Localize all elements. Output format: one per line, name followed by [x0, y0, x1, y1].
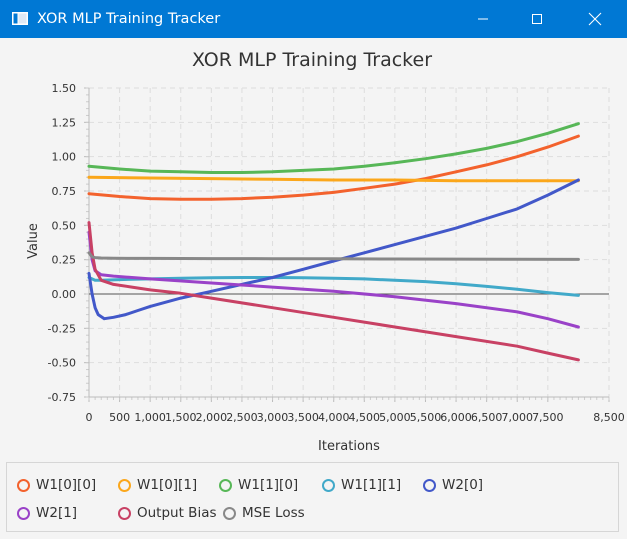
series-line-0 [87, 134, 580, 201]
y-tick-label: -0.25 [48, 322, 76, 335]
x-tick-label: 8,500 [593, 411, 625, 424]
y-tick-label: -0.50 [48, 357, 76, 370]
x-tick-label: 7,500 [532, 411, 564, 424]
y-tick-label: 0.00 [52, 288, 77, 301]
y-axis-label: Value [26, 223, 41, 259]
x-tick-label: 4,000 [318, 411, 350, 424]
series-layer [87, 122, 580, 362]
legend-swatch-icon [223, 506, 236, 520]
x-tick-label: 6,000 [440, 411, 472, 424]
y-tick-label: -0.75 [48, 391, 76, 404]
minimize-icon [478, 18, 488, 20]
legend-item-w1-1-0[interactable]: W1[1][0] [219, 475, 298, 495]
legend-item-w2-1[interactable]: W2[1] [17, 503, 77, 523]
window-title: XOR MLP Training Tracker [37, 11, 221, 27]
y-tick-label: 0.25 [52, 254, 77, 267]
legend-swatch-icon [322, 478, 335, 492]
legend-label: MSE Loss [242, 505, 305, 521]
title-bar[interactable]: XOR MLP Training Tracker [0, 0, 627, 38]
series-line-3 [87, 276, 580, 297]
y-tick-label: 0.75 [52, 185, 77, 198]
close-icon [588, 12, 602, 26]
x-tick-label: 2,000 [196, 411, 228, 424]
legend-item-w2-0[interactable]: W2[0] [423, 475, 483, 495]
maximize-icon [532, 14, 542, 24]
series-line-6 [87, 221, 580, 362]
chart-legend: W1[0][0] W1[0][1] W1[1][0] W1[1][1] W2[0… [6, 462, 619, 532]
x-tick-label: 7,000 [501, 411, 533, 424]
legend-label: W1[1][1] [341, 477, 402, 493]
legend-item-w1-0-1[interactable]: W1[0][1] [118, 475, 197, 495]
x-tick-label: 1,000 [134, 411, 166, 424]
legend-swatch-icon [17, 478, 30, 492]
legend-label: W1[0][1] [137, 477, 198, 493]
y-tick-label: 1.25 [52, 116, 77, 129]
series-line-7 [87, 251, 580, 261]
chart-svg: XOR MLP Training Tracker Value Iteration… [26, 49, 625, 454]
chart-title: XOR MLP Training Tracker [192, 49, 432, 71]
legend-swatch-icon [17, 506, 30, 520]
x-tick-label: 500 [109, 411, 130, 424]
legend-item-mse-loss[interactable]: MSE Loss [223, 503, 305, 523]
close-button[interactable] [571, 0, 619, 38]
x-tick-label: 0 [86, 411, 93, 424]
y-tick-label: 1.00 [52, 151, 77, 164]
x-tick-label: 5,000 [379, 411, 411, 424]
legend-swatch-icon [118, 506, 131, 520]
legend-label: W1[0][0] [36, 477, 97, 493]
legend-label: W2[0] [442, 477, 484, 493]
x-tick-label: 2,500 [226, 411, 258, 424]
legend-swatch-icon [219, 478, 232, 492]
app-window-icon [12, 12, 28, 25]
x-tick-label: 4,500 [349, 411, 381, 424]
legend-item-w1-0-0[interactable]: W1[0][0] [17, 475, 96, 495]
x-axis-label: Iterations [318, 439, 380, 454]
x-tick-label: 3,500 [287, 411, 319, 424]
legend-label: W2[1] [36, 505, 78, 521]
series-line-1 [87, 175, 580, 183]
x-tick-label: 6,500 [471, 411, 503, 424]
legend-label: W1[1][0] [238, 477, 299, 493]
y-tick-label: 1.50 [52, 82, 77, 95]
legend-label: Output Bias [137, 505, 217, 521]
axis-layer: -0.75 -0.50 -0.25 0.00 0.25 0.50 0.75 1.00 1.25 1… [48, 82, 625, 424]
x-tick-label: 5,500 [410, 411, 442, 424]
legend-item-output-bias[interactable]: Output Bias [118, 503, 217, 523]
line-chart: XOR MLP Training Tracker Value Iteration… [0, 38, 627, 458]
x-tick-label: 3,000 [257, 411, 289, 424]
minimize-button[interactable] [459, 0, 507, 38]
legend-swatch-icon [423, 478, 436, 492]
y-tick-label: 0.50 [52, 219, 77, 232]
series-line-2 [87, 122, 580, 174]
maximize-button[interactable] [513, 0, 561, 38]
legend-item-w1-1-1[interactable]: W1[1][1] [322, 475, 401, 495]
x-tick-label: 1,500 [165, 411, 197, 424]
legend-swatch-icon [118, 478, 131, 492]
